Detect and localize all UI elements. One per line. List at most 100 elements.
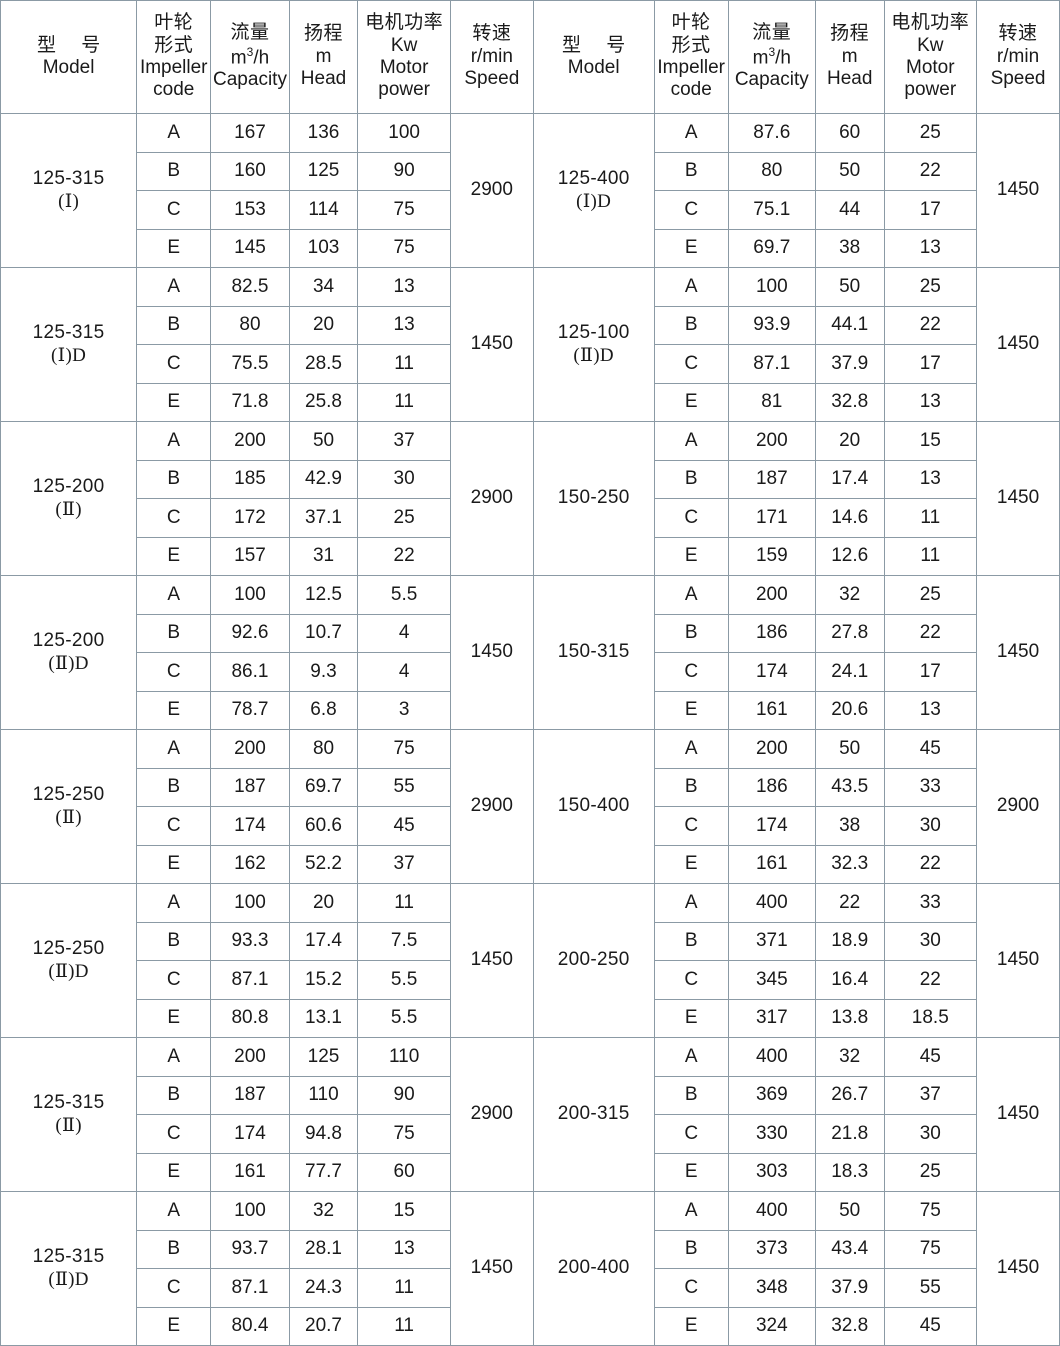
impeller-code-right: B	[653, 921, 729, 961]
capacity-value-left: 162	[210, 844, 290, 884]
capacity-value-left: 93.3	[210, 921, 290, 961]
head-value-left: 77.7	[288, 1152, 359, 1192]
power-value-left: 75	[357, 190, 451, 230]
header-speed-left: 转速 r/min Speed	[449, 0, 534, 114]
head-value-left: 20	[288, 305, 359, 345]
impeller-code-left: E	[136, 536, 212, 576]
impeller-code-left: B	[136, 305, 212, 345]
power-value-left: 5.5	[357, 998, 451, 1038]
head-value-right: 18.9	[814, 921, 885, 961]
model-name: 150-250	[557, 487, 630, 509]
capacity-value-right: 200	[727, 421, 816, 461]
capacity-value-right: 324	[727, 1306, 816, 1346]
impeller-code-right: A	[653, 421, 729, 461]
head-value-left: 15.2	[288, 960, 359, 1000]
speed-value-right: 1450	[976, 267, 1060, 422]
impeller-code-right: C	[653, 1268, 729, 1308]
head-value-left: 94.8	[288, 1114, 359, 1154]
capacity-value-right: 369	[727, 1075, 816, 1115]
head-value-left: 42.9	[288, 459, 359, 499]
head-value-left: 28.1	[288, 1229, 359, 1269]
power-value-right: 13	[883, 690, 978, 730]
head-value-right: 26.7	[814, 1075, 885, 1115]
head-value-left: 10.7	[288, 613, 359, 653]
table-row: B 92.6 10.7 4 B 186 27.8 22	[1, 613, 1060, 653]
head-value-left: 60.6	[288, 806, 359, 846]
power-value-right: 33	[883, 767, 978, 807]
header-head-left: 扬程 m Head	[288, 0, 359, 114]
power-value-right: 75	[883, 1191, 978, 1231]
capacity-value-right: 317	[727, 998, 816, 1038]
impeller-code-left: A	[136, 1037, 212, 1077]
head-value-left: 6.8	[288, 690, 359, 730]
model-cell-right: 200-400	[532, 1191, 655, 1346]
capacity-value-right: 69.7	[727, 228, 816, 268]
impeller-code-left: E	[136, 382, 212, 422]
head-value-left: 80	[288, 729, 359, 769]
impeller-code-left: C	[136, 1114, 212, 1154]
impeller-code-left: B	[136, 613, 212, 653]
model-name: 125-315	[32, 1246, 105, 1268]
head-value-right: 43.5	[814, 767, 885, 807]
capacity-value-right: 330	[727, 1114, 816, 1154]
capacity-value-right: 93.9	[727, 305, 816, 345]
capacity-value-right: 87.1	[727, 344, 816, 384]
head-value-left: 17.4	[288, 921, 359, 961]
power-value-right: 25	[883, 267, 978, 307]
impeller-code-left: A	[136, 729, 212, 769]
power-value-right: 55	[883, 1268, 978, 1308]
impeller-code-right: E	[653, 382, 729, 422]
impeller-code-right: B	[653, 767, 729, 807]
capacity-value-right: 87.6	[727, 113, 816, 153]
head-value-right: 60	[814, 113, 885, 153]
power-value-right: 22	[883, 960, 978, 1000]
head-value-right: 13.8	[814, 998, 885, 1038]
impeller-code-left: A	[136, 267, 212, 307]
model-name: 200-400	[557, 1257, 630, 1279]
power-value-right: 13	[883, 382, 978, 422]
impeller-code-right: E	[653, 536, 729, 576]
capacity-value-left: 100	[210, 1191, 290, 1231]
model-variant: (Ⅱ)D	[48, 1268, 89, 1290]
header-model-left: 型 号 Model	[0, 0, 138, 114]
impeller-code-right: A	[653, 729, 729, 769]
model-variant: (Ⅱ)	[55, 1114, 82, 1136]
speed-value-right: 1450	[976, 1037, 1060, 1192]
power-value-right: 25	[883, 575, 978, 615]
capacity-value-left: 174	[210, 1114, 290, 1154]
capacity-value-right: 174	[727, 806, 816, 846]
model-cell-left: 125-250 (Ⅱ)D	[0, 883, 138, 1038]
model-name: 200-250	[557, 949, 630, 971]
capacity-value-right: 200	[727, 729, 816, 769]
impeller-code-left: E	[136, 690, 212, 730]
impeller-code-right: C	[653, 344, 729, 384]
table-row: C 86.1 9.3 4 C 174 24.1 17	[1, 652, 1060, 692]
table-row: B 160 125 90 B 80 50 22	[1, 151, 1060, 191]
impeller-code-right: E	[653, 1306, 729, 1346]
head-value-right: 37.9	[814, 344, 885, 384]
model-cell-right: 150-250	[532, 421, 655, 576]
table-row: E 145 103 75 E 69.7 38 13	[1, 228, 1060, 268]
capacity-value-right: 186	[727, 767, 816, 807]
power-value-left: 45	[357, 806, 451, 846]
header-model-right: 型 号 Model	[532, 0, 655, 114]
table-row: C 153 114 75 C 75.1 44 17	[1, 190, 1060, 230]
model-cell-left: 125-200 (Ⅱ)D	[0, 575, 138, 730]
capacity-value-right: 75.1	[727, 190, 816, 230]
table-row: C 172 37.1 25 C 171 14.6 11	[1, 498, 1060, 538]
table-row: 125-200 (Ⅱ) A 200 50 37 2900 150-250 A 200 20 15 145…	[0, 421, 1060, 576]
power-value-left: 4	[357, 652, 451, 692]
table-row: E 71.8 25.8 11 E 81 32.8 13	[1, 382, 1060, 422]
capacity-value-left: 93.7	[210, 1229, 290, 1269]
impeller-code-right: C	[653, 1114, 729, 1154]
power-value-left: 100	[357, 113, 451, 153]
capacity-value-right: 100	[727, 267, 816, 307]
head-value-right: 20.6	[814, 690, 885, 730]
impeller-code-right: C	[653, 190, 729, 230]
impeller-code-left: A	[136, 421, 212, 461]
capacity-value-right: 400	[727, 883, 816, 923]
capacity-value-right: 373	[727, 1229, 816, 1269]
impeller-code-right: A	[653, 1037, 729, 1077]
head-value-right: 32.8	[814, 1306, 885, 1346]
impeller-code-right: A	[653, 113, 729, 153]
